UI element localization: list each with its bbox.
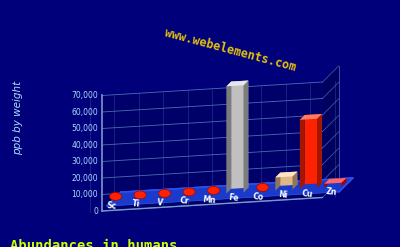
Polygon shape [226, 81, 248, 86]
Polygon shape [120, 178, 353, 193]
Text: Mn: Mn [202, 195, 216, 205]
Text: www.webelements.com: www.webelements.com [163, 26, 297, 74]
Text: Co: Co [252, 192, 264, 202]
Polygon shape [324, 179, 329, 188]
Ellipse shape [257, 184, 269, 191]
Polygon shape [317, 114, 322, 188]
Polygon shape [305, 114, 322, 184]
Text: Cr: Cr [180, 196, 190, 206]
Polygon shape [300, 114, 322, 120]
Ellipse shape [134, 191, 146, 199]
Text: 70,000: 70,000 [71, 91, 98, 100]
Text: Zn: Zn [326, 187, 338, 197]
Polygon shape [292, 172, 297, 190]
Polygon shape [231, 81, 248, 189]
Polygon shape [339, 178, 353, 193]
Text: Ti: Ti [131, 200, 140, 209]
Polygon shape [342, 178, 346, 186]
Text: 20,000: 20,000 [71, 173, 98, 183]
Ellipse shape [208, 186, 220, 194]
Ellipse shape [158, 189, 171, 197]
Text: Abundances in humans: Abundances in humans [10, 239, 178, 247]
Text: 10,000: 10,000 [71, 190, 98, 199]
Text: Sc: Sc [106, 201, 116, 211]
Text: ppb by weight: ppb by weight [13, 81, 23, 155]
Polygon shape [275, 173, 280, 191]
Polygon shape [244, 81, 248, 193]
Text: 0: 0 [93, 206, 98, 215]
Ellipse shape [183, 188, 195, 196]
Ellipse shape [110, 192, 122, 200]
Polygon shape [106, 178, 353, 206]
Text: Cu: Cu [301, 189, 313, 199]
Polygon shape [226, 82, 231, 194]
Text: 50,000: 50,000 [71, 124, 98, 133]
Text: 60,000: 60,000 [71, 107, 98, 117]
Text: V: V [157, 198, 164, 207]
Polygon shape [275, 172, 297, 177]
Polygon shape [322, 66, 338, 198]
Text: 30,000: 30,000 [71, 157, 98, 166]
Polygon shape [102, 82, 322, 211]
Text: 40,000: 40,000 [71, 141, 98, 149]
Polygon shape [280, 172, 297, 186]
Text: Ni: Ni [278, 190, 288, 200]
Polygon shape [329, 178, 346, 183]
Polygon shape [324, 178, 346, 184]
Text: Fe: Fe [228, 193, 239, 203]
Polygon shape [300, 115, 305, 189]
